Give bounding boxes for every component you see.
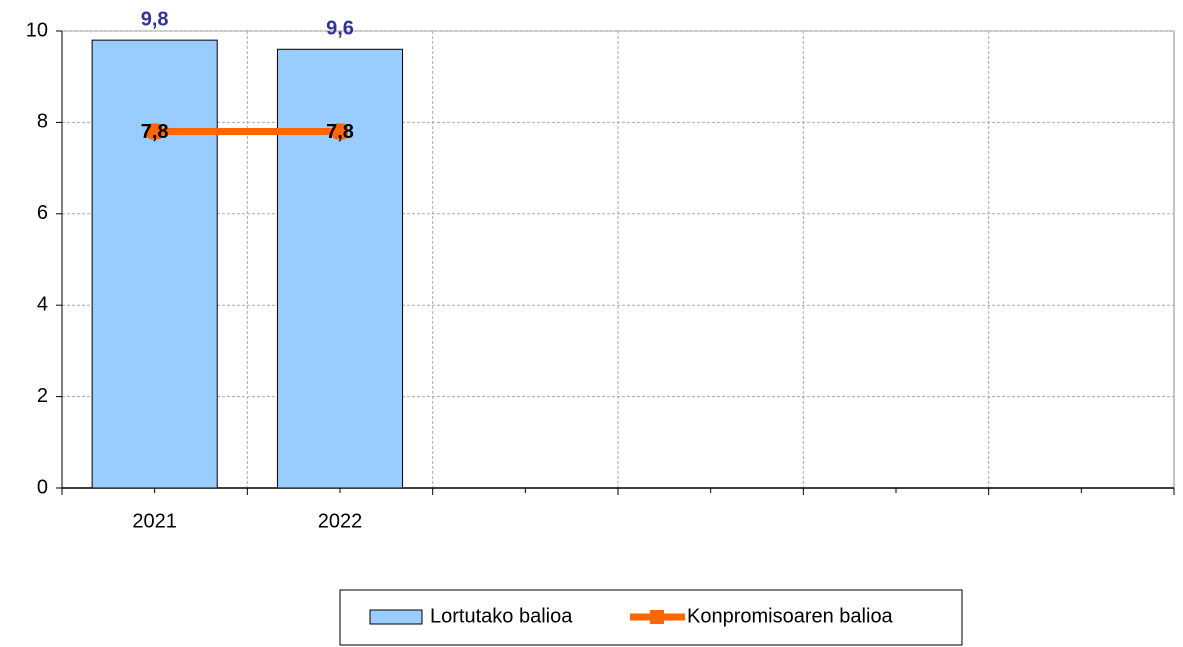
line-value-label: 7,8 bbox=[326, 121, 354, 143]
line-marker bbox=[146, 123, 163, 140]
legend-label: Konpromisoaren balioa bbox=[687, 605, 894, 627]
y-tick-label: 4 bbox=[37, 293, 48, 315]
bar-value-label: 9,6 bbox=[326, 18, 354, 40]
y-tick-label: 0 bbox=[37, 476, 48, 498]
y-tick-label: 6 bbox=[37, 202, 48, 224]
legend-label: Lortutako balioa bbox=[430, 605, 573, 627]
legend-marker bbox=[650, 610, 664, 624]
plot-area bbox=[61, 30, 1175, 489]
bar bbox=[91, 39, 218, 489]
line-marker bbox=[332, 123, 348, 140]
line-value-label: 7,8 bbox=[141, 121, 169, 143]
bar-value-label: 9,8 bbox=[141, 8, 169, 30]
legend-swatch bbox=[369, 609, 423, 625]
x-tick-label: 2021 bbox=[132, 510, 177, 532]
y-tick-label: 8 bbox=[37, 111, 48, 133]
bar bbox=[276, 48, 404, 489]
y-tick-label: 10 bbox=[26, 19, 48, 41]
x-tick-label: 2022 bbox=[318, 510, 363, 532]
y-tick-label: 2 bbox=[37, 385, 48, 407]
